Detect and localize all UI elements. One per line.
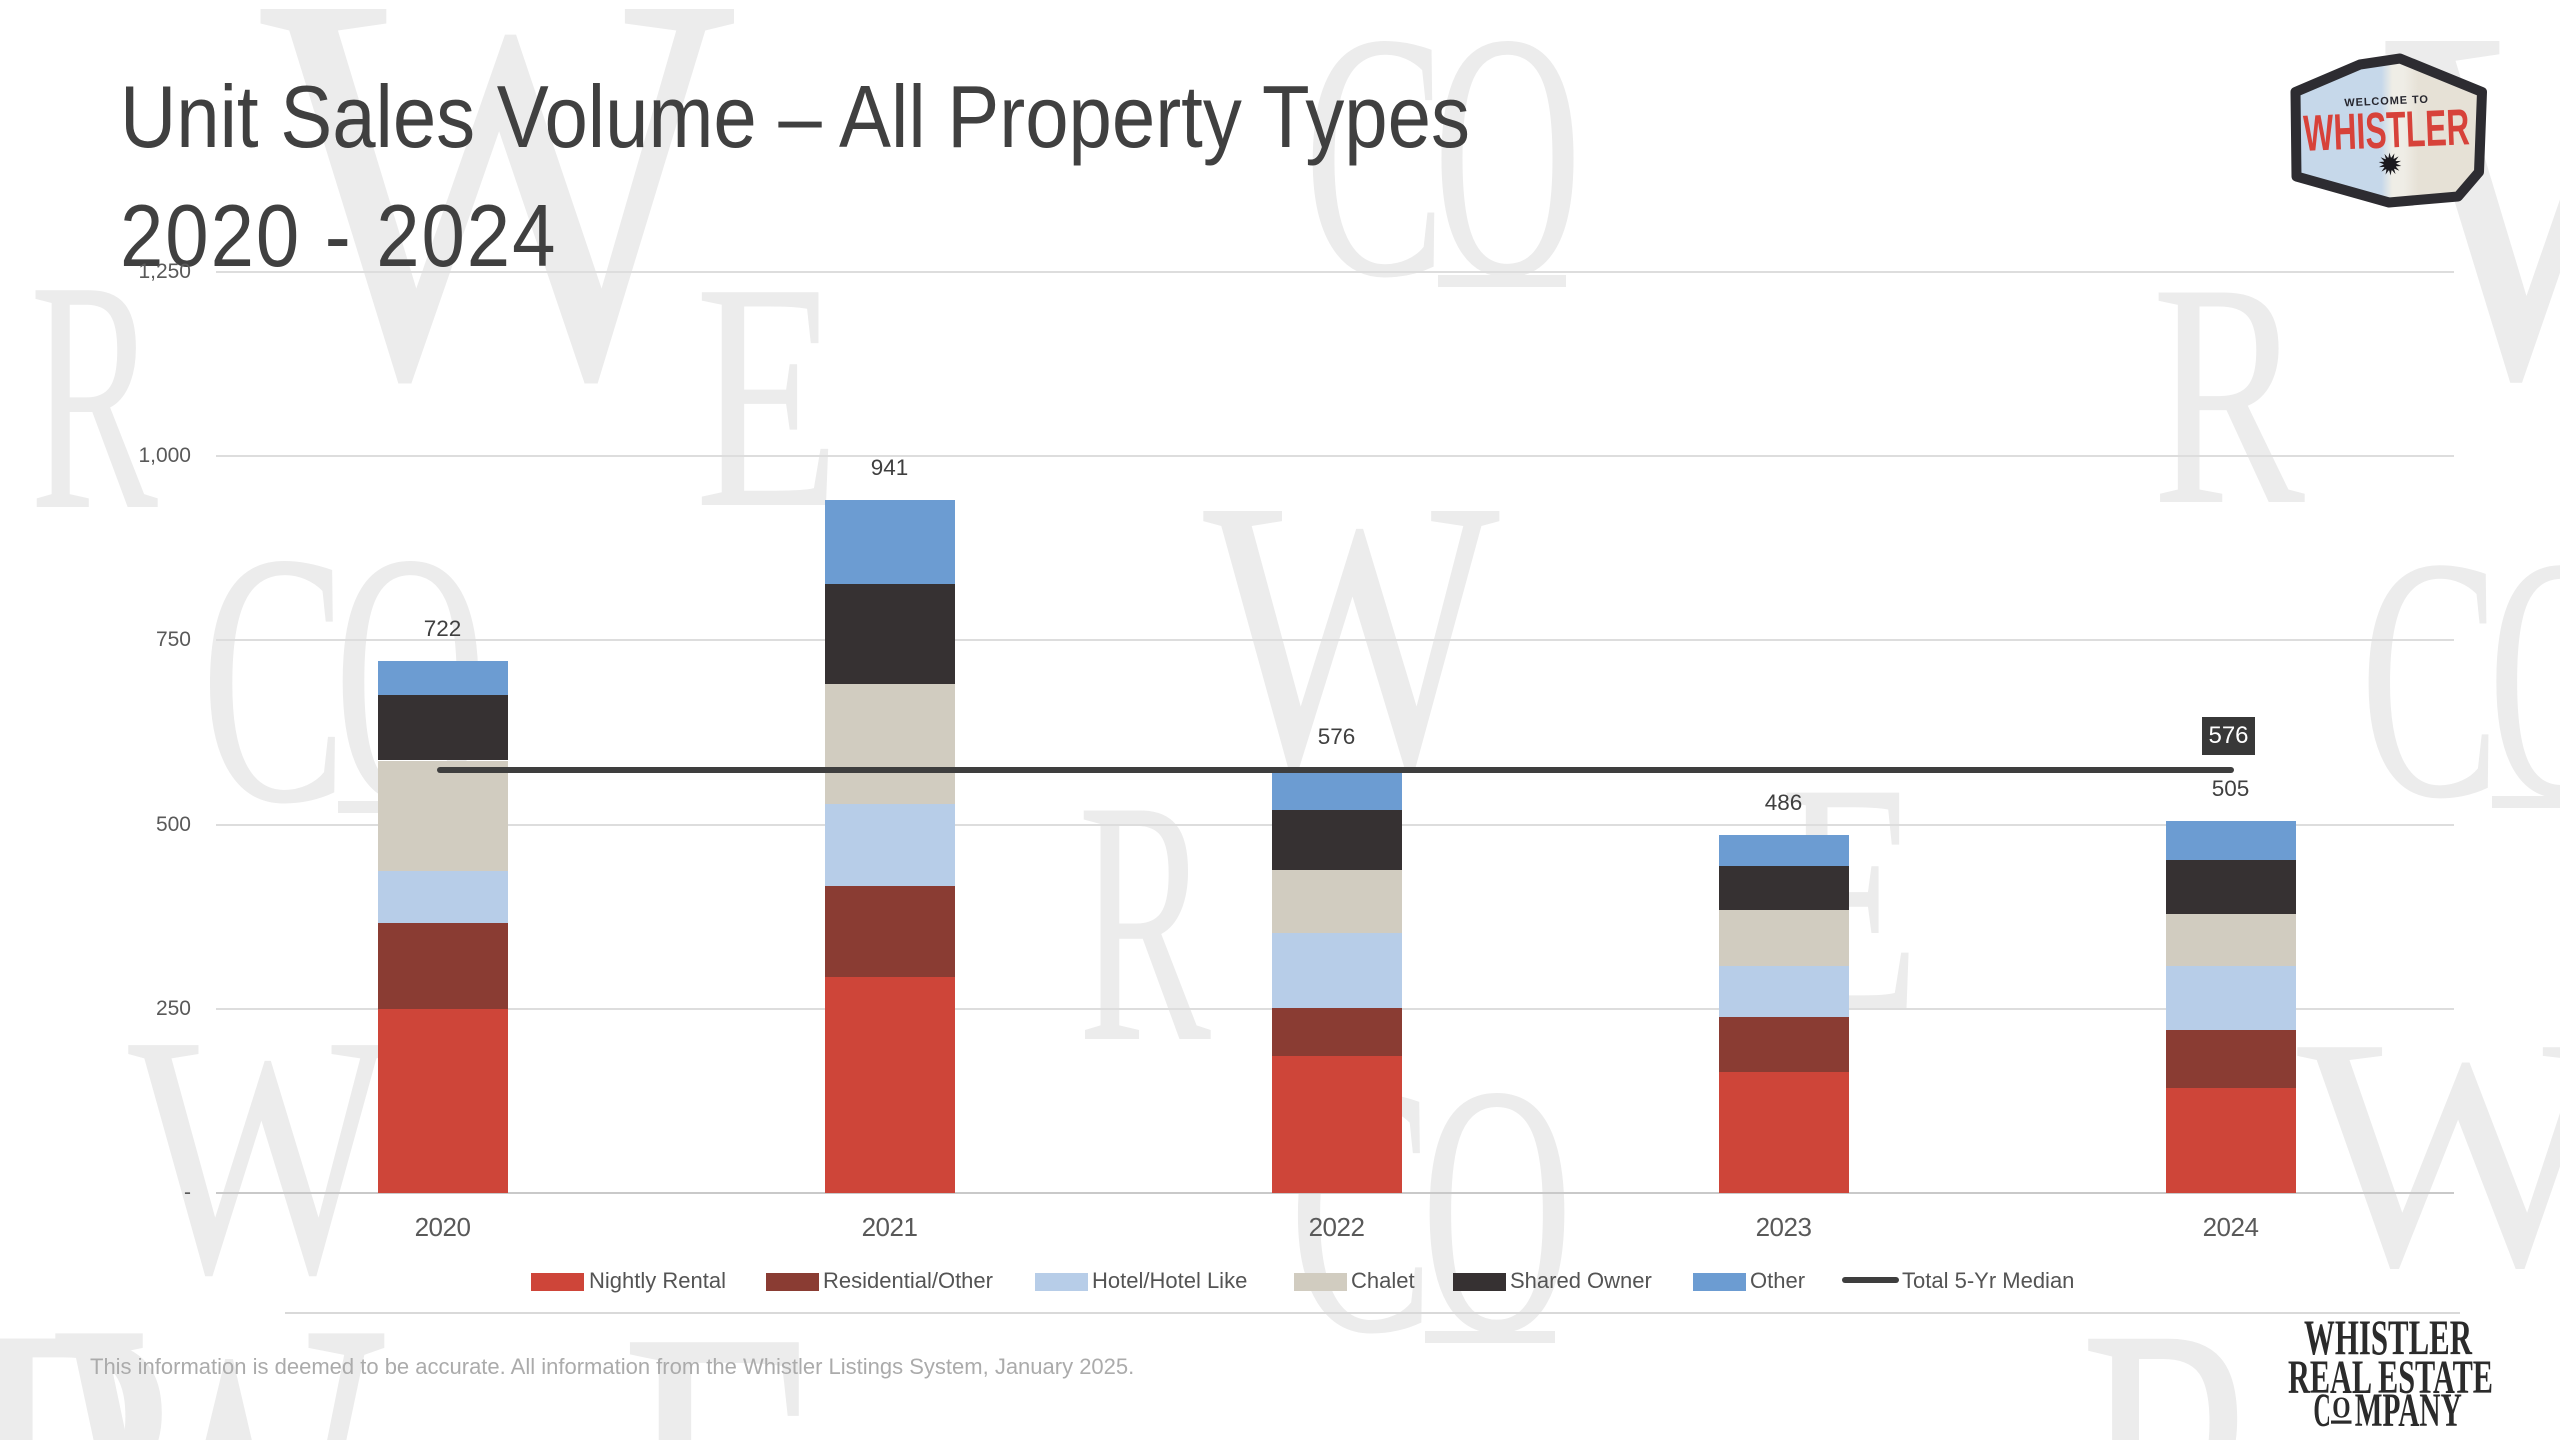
svg-text:W: W <box>2297 969 2560 1336</box>
svg-text:C: C <box>2313 1384 2331 1437</box>
svg-text:WHISTLER: WHISTLER <box>2304 1309 2473 1365</box>
svg-text:C: C <box>1304 0 1446 351</box>
svg-text:MPANY: MPANY <box>2355 1384 2462 1437</box>
svg-text:W: W <box>128 964 396 1346</box>
svg-text:W: W <box>260 0 740 496</box>
svg-text:WHISTLER: WHISTLER <box>2302 98 2470 162</box>
svg-text:R: R <box>2152 218 2306 572</box>
svg-text:E: E <box>695 216 840 576</box>
svg-text:R: R <box>0 1238 207 1440</box>
svg-text:C: C <box>201 479 347 879</box>
svg-text:WELCOME TO: WELCOME TO <box>2344 94 2429 110</box>
svg-text:R: R <box>1078 729 1212 1115</box>
svg-text:REAL ESTATE: REAL ESTATE <box>2288 1351 2493 1404</box>
svg-text:R: R <box>30 212 159 579</box>
svg-text:E: E <box>620 1231 830 1440</box>
svg-text:O: O <box>1421 1012 1573 1408</box>
svg-text:C: C <box>2360 487 2500 871</box>
svg-text:O: O <box>2332 1390 2350 1425</box>
svg-text:O: O <box>2488 487 2560 871</box>
svg-text:O: O <box>1433 0 1582 351</box>
svg-text:R: R <box>2080 1230 2271 1440</box>
svg-text:W: W <box>55 1202 388 1440</box>
